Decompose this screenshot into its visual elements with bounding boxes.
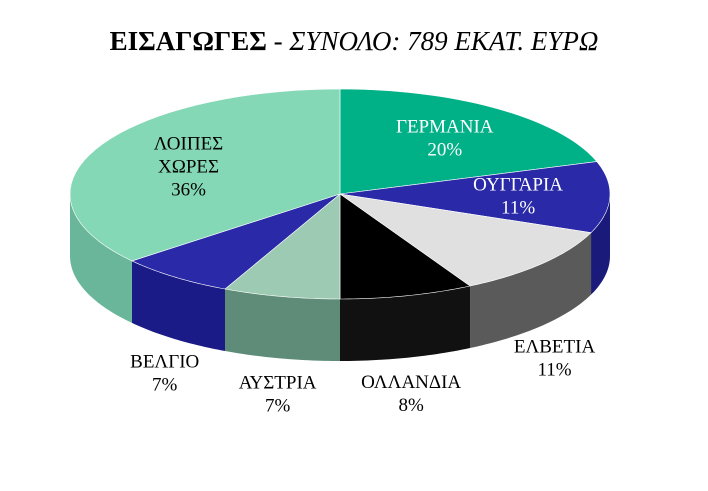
slice-percent: 20% xyxy=(427,139,462,160)
pie-slices xyxy=(69,88,611,300)
pie-side-ελβετια xyxy=(470,232,592,349)
pie-side-ουγγαρια xyxy=(591,194,610,295)
chart-title: ΕΙΣΑΓΩΓΕΣ - ΣΥΝΟΛΟ: 789 ΕΚΑΤ. ΕΥΡΩ xyxy=(0,26,708,57)
pie-slice-γερμανια xyxy=(339,88,598,195)
pie-slice-ελβετια xyxy=(339,193,592,287)
slice-name: ΓΕΡΜΑΝΙΑ xyxy=(396,116,494,137)
slice-percent: 36% xyxy=(171,179,206,200)
slice-percent: 11% xyxy=(537,360,571,381)
pie-slice-βελγιο xyxy=(131,193,341,290)
slice-percent: 7% xyxy=(152,374,178,395)
pie-slice-ολλανδια xyxy=(339,193,471,300)
slice-percent: 7% xyxy=(265,396,291,417)
slice-name: ΟΥΓΓΑΡΙΑ xyxy=(473,175,563,196)
slice-name: ΧΩΡΕΣ xyxy=(158,156,219,177)
slice-percent: 11% xyxy=(501,198,535,219)
slice-name: ΟΛΛΑΝΔΙΑ xyxy=(361,372,461,393)
slice-name: ΒΕΛΓΙΟ xyxy=(130,351,199,372)
slice-name: ΑΥΣΤΡΙΑ xyxy=(239,373,317,394)
slice-percent: 8% xyxy=(398,395,424,416)
pie-slice-αυστρια xyxy=(224,193,341,300)
slice-name: ΕΛΒΕΤΙΑ xyxy=(514,337,596,358)
pie-slice-ουγγαρια xyxy=(339,161,611,233)
pie-labels: ΓΕΡΜΑΝΙΑ20%ΟΥΓΓΑΡΙΑ11%ΕΛΒΕΤΙΑ11%ΟΛΛΑΝΔΙΑ… xyxy=(130,116,595,416)
pie-side-βελγιο xyxy=(131,260,226,352)
pie-side-λοιπες-χωρες xyxy=(70,194,132,323)
title-subtitle: - ΣΥΝΟΛΟ: 789 ΕΚΑΤ. ΕΥΡΩ xyxy=(273,26,599,56)
pie-side-walls xyxy=(70,194,610,361)
pie-slice-λοιπες-χωρες xyxy=(69,88,341,262)
pie-side-αυστρια xyxy=(225,289,340,361)
pie-side-ολλανδια xyxy=(340,286,471,361)
slice-name: ΛΟΙΠΕΣ xyxy=(154,133,223,154)
title-main: ΕΙΣΑΓΩΓΕΣ xyxy=(109,26,267,56)
